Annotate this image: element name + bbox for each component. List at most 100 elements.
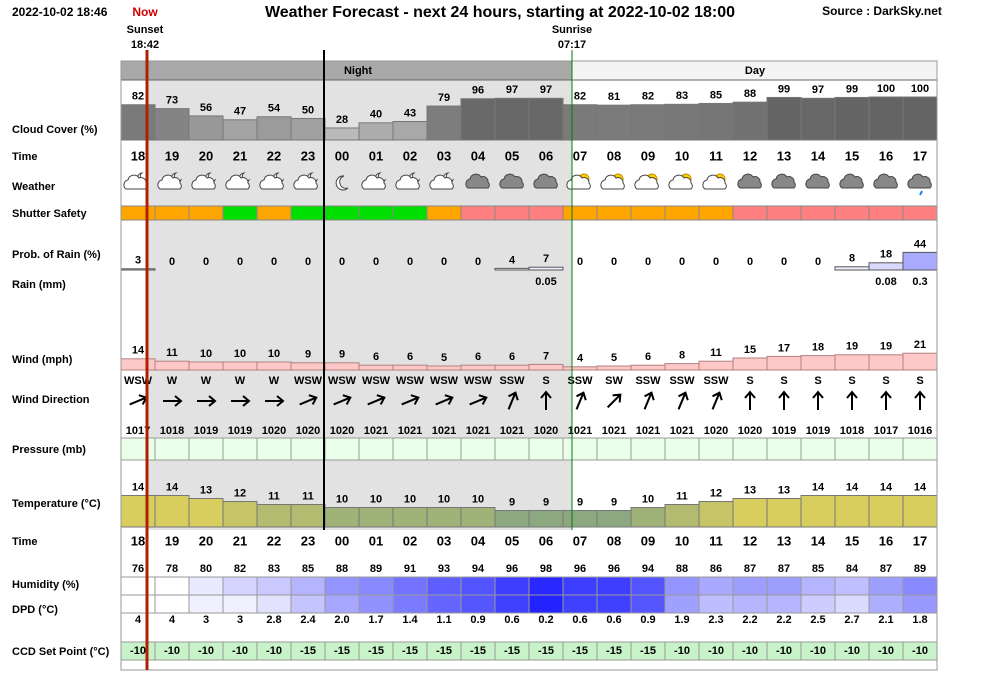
- wind-dir: S: [882, 375, 889, 387]
- rain-prob-value: 0: [305, 256, 311, 268]
- moon: [335, 175, 349, 191]
- pressure-value: 1017: [874, 425, 898, 437]
- humidity-value: 78: [166, 563, 178, 575]
- cloud-value: 47: [234, 106, 246, 118]
- temp-value: 14: [132, 481, 145, 493]
- wind-bar: [528, 363, 564, 371]
- shutter-cell: [222, 205, 258, 221]
- wind-bar: [834, 354, 870, 371]
- shutter-cell: [528, 205, 564, 221]
- dpd-value: 0.6: [572, 614, 587, 626]
- wind-arrow: [575, 391, 587, 410]
- time-label: 08: [607, 148, 621, 163]
- shutter-cell: [868, 205, 904, 221]
- weather-icon: [123, 172, 149, 190]
- dpd-value: 2.8: [266, 614, 281, 626]
- wind-dir: WSW: [362, 375, 391, 387]
- time-label: 14: [811, 533, 826, 548]
- weather-icon: [259, 172, 285, 190]
- cloud-bar: [698, 102, 734, 141]
- humidity-value: 80: [200, 563, 212, 575]
- humidity-value: 89: [370, 563, 382, 575]
- time-label: 06: [539, 533, 553, 548]
- cloud-shape: [361, 174, 386, 190]
- cloud-value: 82: [642, 91, 654, 103]
- sunset-label: Sunset: [127, 24, 164, 36]
- wind-value: 6: [373, 351, 379, 363]
- pressure-value: 1021: [432, 425, 456, 437]
- wind-arrow: [231, 395, 251, 407]
- now-label: Now: [132, 5, 158, 19]
- pressure-value: 1018: [840, 425, 864, 437]
- temp-value: 14: [166, 481, 179, 493]
- row-label: DPD (°C): [12, 604, 58, 616]
- wind-bar: [494, 364, 530, 371]
- rain-prob-value: 0: [203, 256, 209, 268]
- weather-icon: [335, 175, 349, 191]
- shutter-cell: [834, 205, 870, 221]
- temp-bar: [358, 507, 394, 528]
- time-label: 20: [199, 148, 213, 163]
- shutter-cell: [460, 205, 496, 221]
- cloud-shape: [634, 174, 659, 190]
- shutter-cell: [664, 205, 700, 221]
- time-label: 21: [233, 533, 247, 548]
- humidity-cell: [732, 576, 768, 596]
- wind-dir: WSW: [464, 375, 493, 387]
- ccd-value: -10: [232, 645, 248, 657]
- time-label: 03: [437, 533, 451, 548]
- ccd-value: -10: [198, 645, 214, 657]
- temp-value: 12: [234, 487, 246, 499]
- cloud-shape: [259, 174, 284, 190]
- humidity-cell: [800, 576, 836, 596]
- time-label: 18: [131, 533, 145, 548]
- pressure-cell: [392, 437, 428, 461]
- pressure-cell: [358, 437, 394, 461]
- weather-icon: [668, 173, 693, 190]
- wind-bar: [392, 364, 428, 371]
- cloud-bar: [868, 96, 904, 141]
- rain-prob-value: 0: [577, 256, 583, 268]
- temp-value: 9: [543, 496, 549, 508]
- cloud-bar: [290, 118, 326, 141]
- time-label: 16: [879, 533, 893, 548]
- weather-icon: [566, 173, 591, 190]
- rain-prob-value: 0: [815, 256, 821, 268]
- temp-bar: [494, 510, 530, 528]
- humidity-cell: [562, 576, 598, 596]
- cloud-value: 73: [166, 95, 178, 107]
- wind-value: 5: [611, 352, 617, 364]
- dpd-cell: [664, 594, 700, 614]
- humidity-value: 88: [336, 563, 348, 575]
- shutter-cell: [426, 205, 462, 221]
- cloud-shape: [668, 174, 693, 190]
- cloud-bar: [256, 116, 292, 141]
- rain-prob-value: 8: [849, 253, 855, 265]
- wind-value: 6: [509, 351, 515, 363]
- wind-dir: W: [201, 375, 212, 387]
- temp-value: 14: [914, 481, 927, 493]
- humidity-value: 91: [404, 563, 416, 575]
- pressure-cell: [120, 437, 156, 461]
- cloud-bar: [358, 122, 394, 141]
- time-label: 01: [369, 148, 383, 163]
- shutter-cell: [392, 205, 428, 221]
- dpd-value: 1.8: [912, 614, 927, 626]
- time-label: 10: [675, 533, 689, 548]
- cloud-bar: [154, 108, 190, 141]
- cloud-shape: [737, 173, 762, 189]
- humidity-cell: [290, 576, 326, 596]
- shutter-cell: [766, 205, 802, 221]
- cloud-bar: [766, 96, 802, 141]
- pressure-cell: [256, 437, 292, 461]
- cloud-value: 83: [676, 90, 688, 102]
- ccd-value: -15: [368, 645, 384, 657]
- temp-bar: [562, 510, 598, 528]
- pressure-cell: [664, 437, 700, 461]
- ccd-value: -15: [300, 645, 316, 657]
- cloud-bar: [596, 104, 632, 141]
- wind-bar: [324, 362, 360, 371]
- time-label: 17: [913, 533, 927, 548]
- wind-bar: [188, 361, 224, 371]
- time-label: 13: [777, 148, 791, 163]
